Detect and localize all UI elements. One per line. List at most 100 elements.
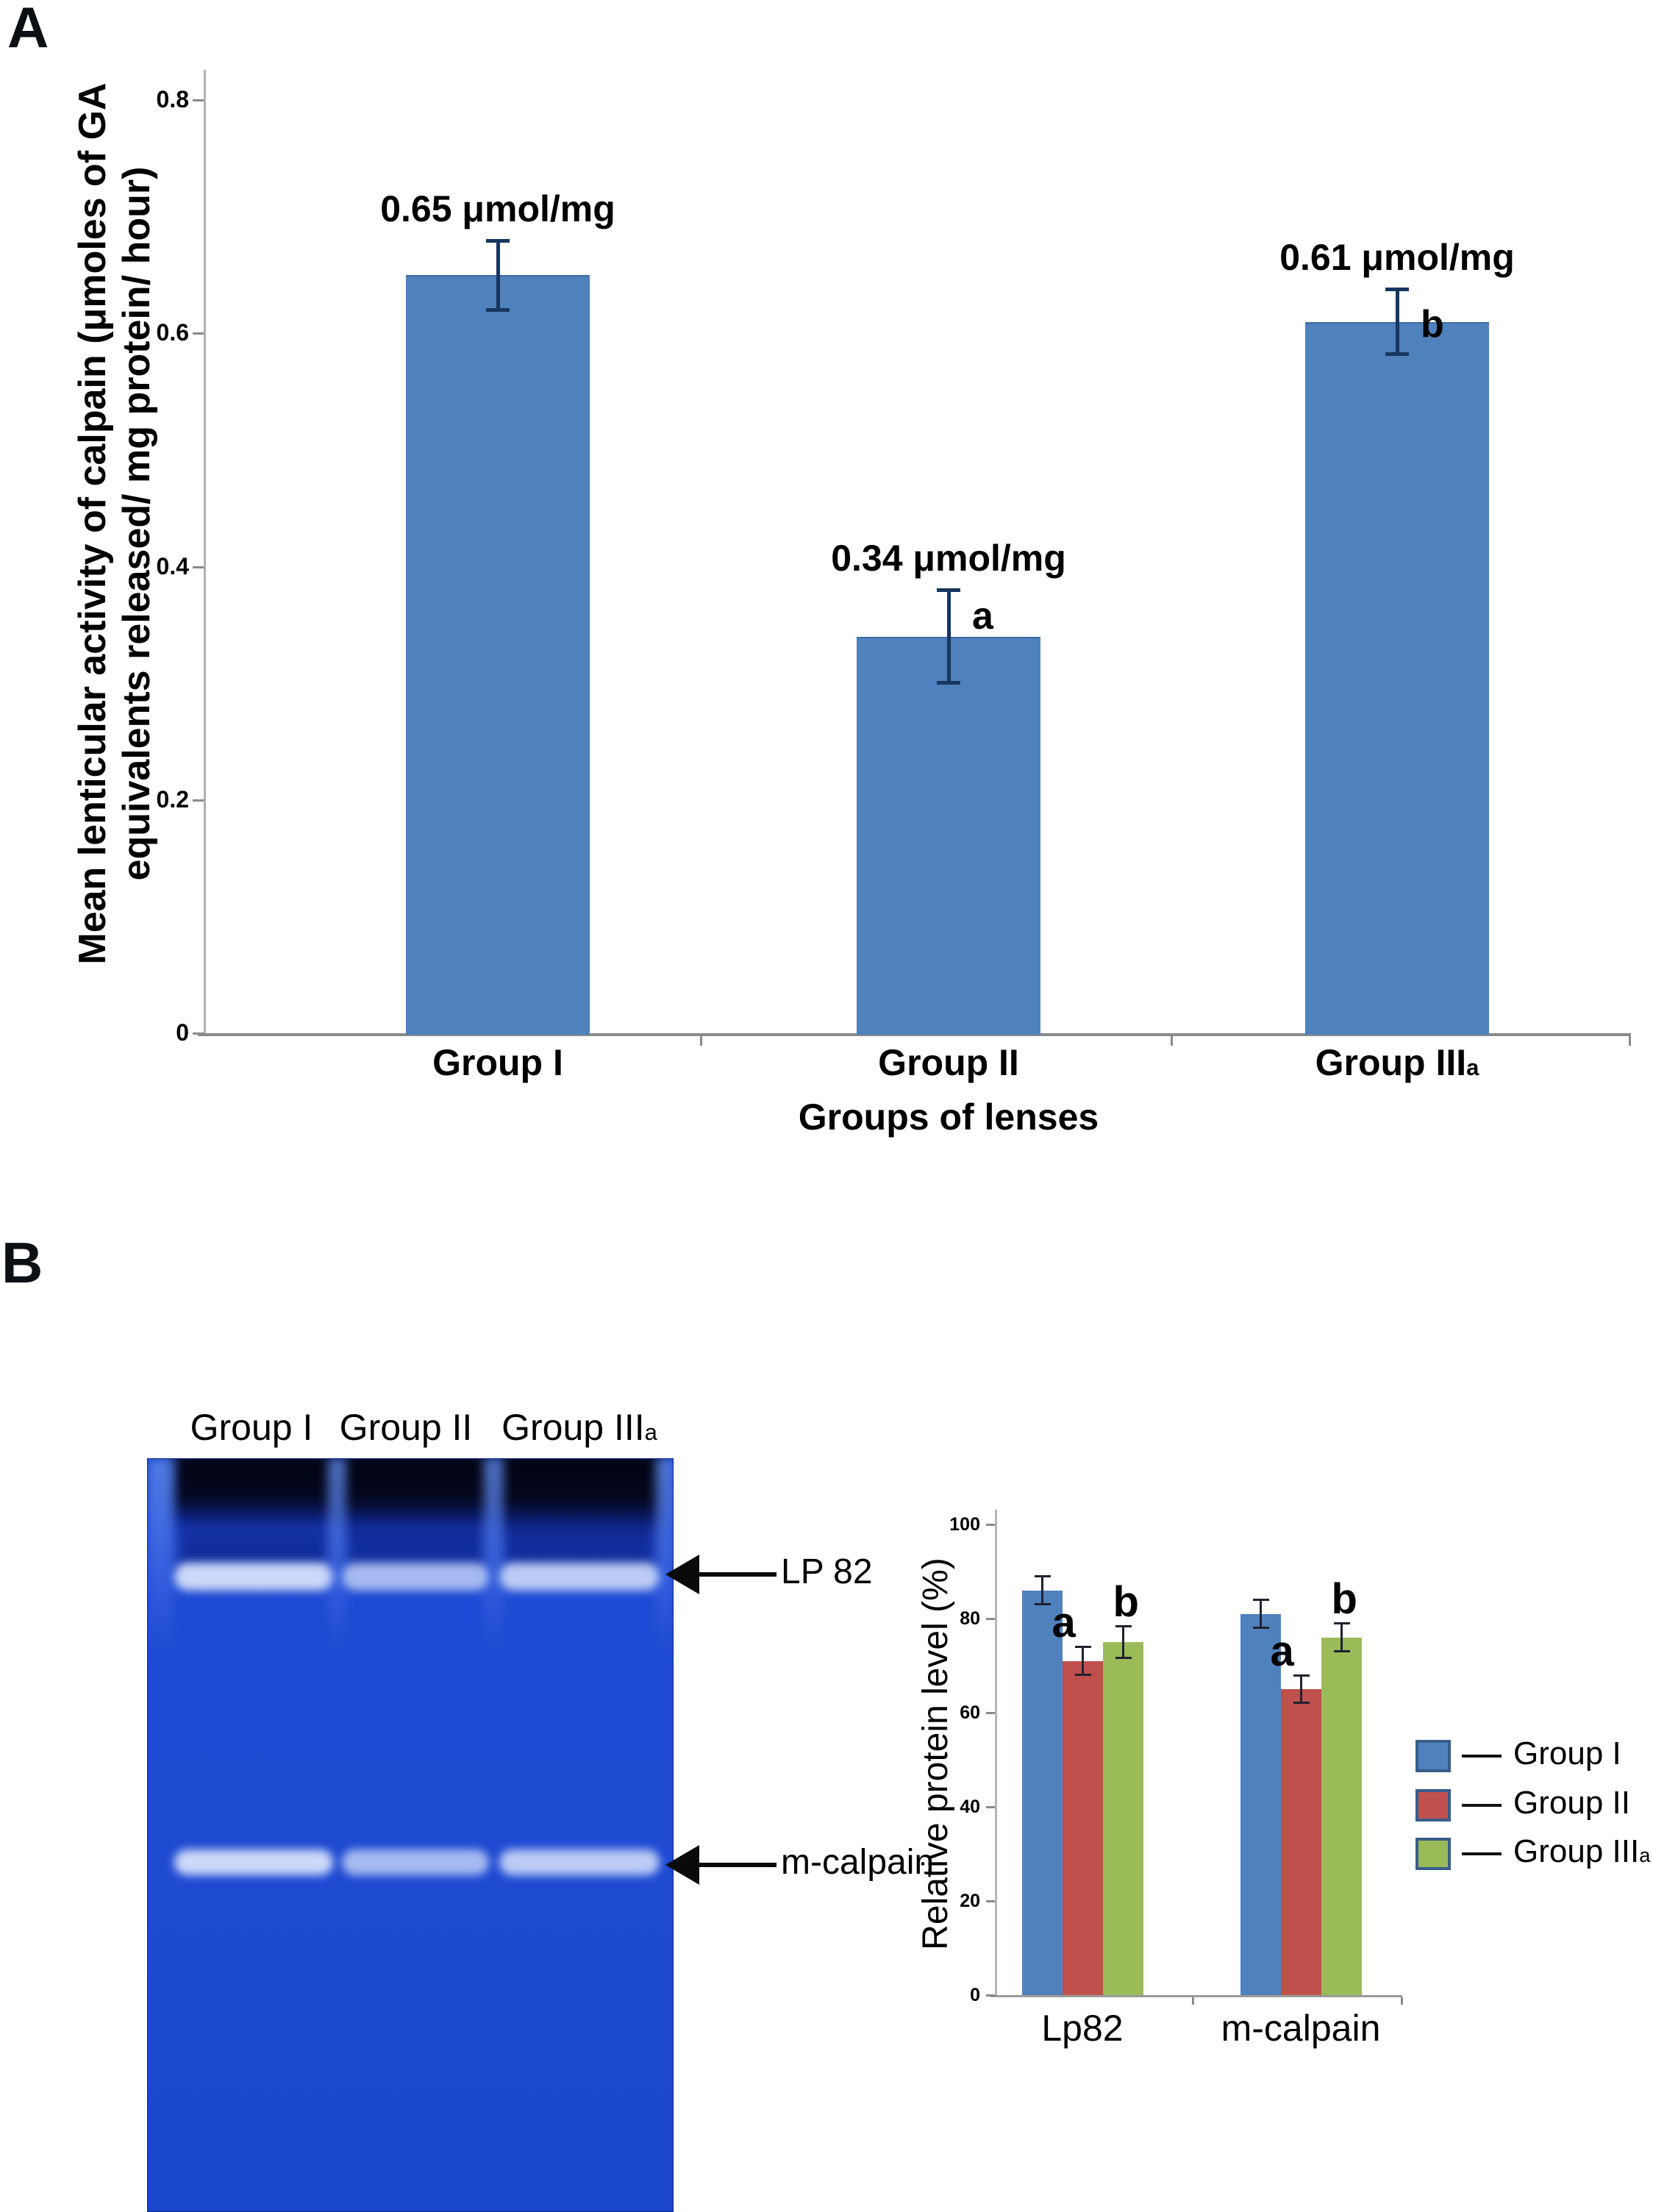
panel-a-error-bar <box>1396 289 1399 354</box>
calpain-activity-chart: 0 0.2 0.4 0.6 0.8 0.65 μmol/mg Group I 0.34 μmo… <box>156 70 1631 1083</box>
panel-a-category-label: Group IIIa <box>1315 1042 1479 1083</box>
panel-a-x-tickmark <box>1629 1036 1631 1046</box>
panel-a-bar-value-label: 0.34 μmol/mg <box>831 538 1066 579</box>
panel-b-bar-group-iiia <box>1103 1642 1143 1995</box>
gel-light-streak <box>483 1459 504 1680</box>
panel-a-error-cap-bottom <box>937 681 960 685</box>
panel-b-category-label: Lp82 <box>1041 2008 1124 2049</box>
m-calpain-arrow-line <box>690 1863 776 1867</box>
panel-b-error-bar <box>1082 1646 1084 1675</box>
panel-a-significance-letter: a <box>972 595 993 638</box>
panel-a-x-tickmark <box>700 1036 702 1046</box>
panel-b-y-tickmark <box>986 1806 995 1808</box>
panel-a-y-tickmark <box>193 332 204 335</box>
panel-a-significance-letter: b <box>1421 303 1444 346</box>
gel-lane-label-subscript: a <box>644 1419 657 1445</box>
gel-band-m-calpain <box>499 1849 660 1875</box>
panel-a-error-bar <box>947 590 951 684</box>
gel-image <box>147 1458 674 2212</box>
panel-b-category-label: m-calpain <box>1221 2008 1381 2049</box>
panel-b-y-tickmark <box>986 1524 995 1526</box>
panel-b-error-cap-bottom <box>1074 1673 1091 1676</box>
panel-b-error-bar <box>1340 1623 1343 1652</box>
panel-b-error-cap-bottom <box>1333 1649 1350 1652</box>
gel-lane-label: Group IIIa <box>501 1407 657 1448</box>
panel-b-error-cap-top <box>1333 1622 1350 1625</box>
panel-a-error-cap-top <box>486 238 510 243</box>
panel-b-y-tick-label: 40 <box>960 1797 980 1817</box>
panel-b-error-cap-bottom <box>1252 1626 1269 1629</box>
panel-b-significance-letter: a <box>1270 1627 1294 1675</box>
panel-b-label: B <box>1 1230 45 1295</box>
panel-a-error-cap-top <box>1385 288 1409 292</box>
panel-b-x-tickmark <box>1401 1997 1403 2005</box>
panel-b-error-bar <box>1300 1674 1302 1704</box>
panel-b-y-tick-label: 20 <box>960 1891 980 1911</box>
panel-a-category-label: Group I <box>432 1042 563 1083</box>
panel-b-x-tickmark <box>1192 1997 1194 2005</box>
legend-swatch-2 <box>1415 1789 1451 1822</box>
panel-a-bar <box>857 636 1040 1035</box>
panel-a-y-tickmark <box>193 566 204 568</box>
panel-b-error-cap-bottom <box>1115 1657 1132 1660</box>
panel-a-error-cap-bottom <box>1385 352 1409 356</box>
lp82-arrow-label: LP 82 <box>781 1552 873 1591</box>
m-calpain-arrow-label: m-calpain <box>781 1843 935 1882</box>
panel-b-error-cap-bottom <box>1293 1702 1310 1705</box>
panel-b-error-bar <box>1041 1576 1043 1605</box>
gel-light-streak <box>327 1459 346 1680</box>
panel-b-error-cap-bottom <box>1034 1602 1051 1605</box>
panel-b-significance-letter: b <box>1113 1577 1139 1626</box>
panel-a-error-cap-bottom <box>486 307 510 312</box>
gel-well-dark-region <box>498 1459 661 1542</box>
panel-b-y-tick-label: 60 <box>960 1702 980 1723</box>
panel-a-y-axis <box>204 70 206 1033</box>
gel-well-dark-region <box>340 1459 490 1539</box>
panel-a-error-bar <box>496 240 500 310</box>
panel-b-bar-group-ii <box>1063 1660 1103 1995</box>
panel-a-x-tickmark <box>1171 1036 1173 1046</box>
legend-swatch-1 <box>1415 1740 1451 1772</box>
legend-dash <box>1462 1755 1502 1758</box>
panel-b-error-bar <box>1122 1625 1124 1659</box>
panel-a-y-tickmark <box>193 1032 204 1035</box>
legend-label-3: Group IIIa <box>1513 1833 1651 1869</box>
panel-a-label: A <box>7 0 51 60</box>
panel-b-y-tickmark <box>986 1712 995 1714</box>
panel-a-y-tick-label: 0.8 <box>156 86 189 113</box>
panel-a-y-tick-label: 0.6 <box>156 319 189 346</box>
panel-a-y-tick-label: 0 <box>176 1019 189 1046</box>
panel-a-category-label: Group II <box>878 1042 1019 1083</box>
legend-dash <box>1462 1804 1502 1807</box>
gel-band-m-calpain <box>174 1849 333 1875</box>
gel-light-streak <box>148 1459 174 1680</box>
gel-lane-smear <box>502 1529 657 1569</box>
panel-a-y-tickmark <box>193 99 204 102</box>
panel-a-bar-value-label: 0.65 μmol/mg <box>380 188 615 229</box>
legend-label-3-subscript: a <box>1639 1844 1651 1866</box>
lp82-arrow-line <box>690 1572 776 1577</box>
panel-b-y-axis <box>995 1510 997 1995</box>
gel-lane-label: Group II <box>339 1407 473 1448</box>
panel-a-x-axis-title: Groups of lenses <box>798 1096 1099 1138</box>
panel-b-error-cap-top <box>1074 1646 1091 1649</box>
panel-b-y-tick-label: 100 <box>949 1514 980 1535</box>
panel-b-x-axis <box>990 1995 1402 1997</box>
legend-swatch-3 <box>1415 1838 1451 1870</box>
gel-band-lp82 <box>499 1563 660 1591</box>
panel-b-significance-letter: a <box>1052 1599 1076 1647</box>
legend-dash <box>1462 1852 1502 1855</box>
panel-b-error-cap-top <box>1115 1624 1132 1627</box>
gel-lane-label: Group I <box>190 1407 313 1448</box>
panel-a-category-label-subscript: a <box>1466 1055 1479 1080</box>
legend-label-1: Group I <box>1513 1735 1621 1772</box>
panel-b-error-cap-top <box>1293 1674 1310 1677</box>
panel-b-error-cap-top <box>1252 1599 1269 1602</box>
panel-a-bar-value-label: 0.61 μmol/mg <box>1279 237 1515 279</box>
legend-label-2: Group II <box>1513 1785 1630 1821</box>
panel-b-y-tickmark <box>986 1994 995 1997</box>
panel-a-x-axis <box>198 1033 1631 1036</box>
panel-b-y-tickmark <box>986 1900 995 1902</box>
